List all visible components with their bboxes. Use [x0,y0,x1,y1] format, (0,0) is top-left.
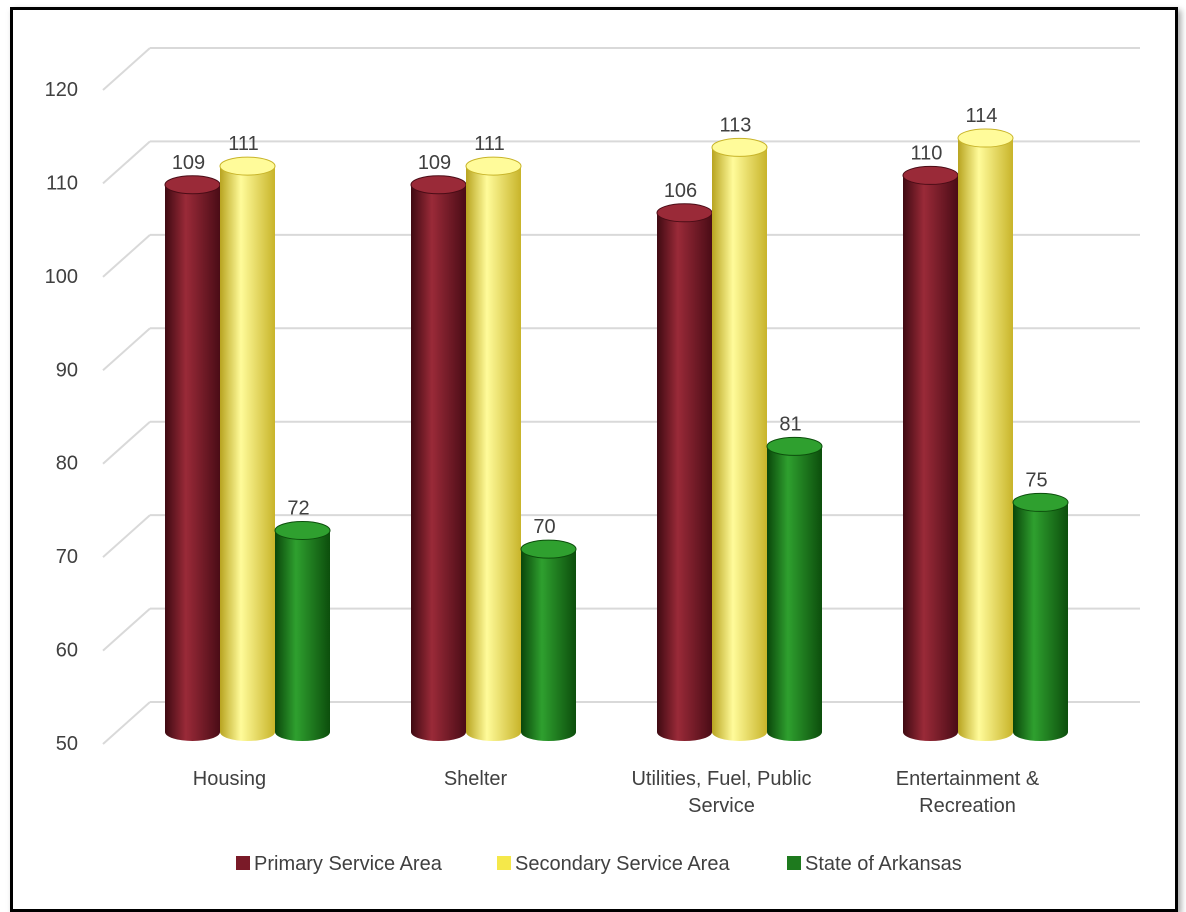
gridline-depth-70 [102,514,151,558]
legend-swatch-primary-service-area [236,856,250,870]
legend-swatch-state-of-arkansas [787,856,801,870]
y-tick-label: 100 [45,266,78,288]
y-tick-label: 70 [56,546,78,568]
bar-state-of-arkansas-1 [521,549,576,741]
gridline-depth-80 [102,420,151,465]
bar-top-primary-service-area-0 [164,175,221,195]
legend-label-primary-service-area: Primary Service Area [254,853,443,875]
bars [164,128,1069,742]
bar-secondary-service-area-2 [712,147,767,741]
bar-secondary-service-area-1 [466,166,521,742]
data-label-primary-service-area-3: 110 [911,142,943,164]
bar-top-state-of-arkansas-1 [520,539,577,559]
y-axis-ticks: 50 60 70 80 90 100 110 120 [45,79,78,755]
legend-label-state-of-arkansas: State of Arkansas [805,853,962,875]
y-tick-label: 90 [56,359,78,381]
data-label-primary-service-area-1: 109 [418,152,451,174]
bar-top-primary-service-area-2 [656,203,713,223]
data-label-state-of-arkansas-1: 70 [533,516,555,538]
data-labels: 109 111 72 109 111 70 106 113 81 110 114 75 [172,105,1048,538]
category-label-1: Shelter [444,768,508,790]
bar-top-secondary-service-area-0 [219,156,276,176]
bar-primary-service-area-1 [411,184,466,741]
legend-label-secondary-service-area: Secondary Service Area [515,853,730,875]
category-label-3: Entertainment & [896,768,1040,790]
bar-primary-service-area-0 [165,184,220,741]
data-label-secondary-service-area-1: 111 [474,133,504,155]
bar-top-state-of-arkansas-3 [1012,492,1069,512]
bar-top-secondary-service-area-1 [465,156,522,176]
data-label-secondary-service-area-2: 113 [720,114,752,136]
bar-top-secondary-service-area-2 [711,137,768,157]
bar-top-primary-service-area-1 [410,175,467,195]
legend: Primary Service Area Secondary Service Ar… [236,853,962,875]
bar-primary-service-area-2 [657,212,712,742]
y-tick-label: 60 [56,640,78,662]
bar-secondary-service-area-0 [220,166,275,742]
y-tick-label: 80 [56,453,78,475]
data-label-primary-service-area-0: 109 [172,152,205,174]
data-label-state-of-arkansas-3: 75 [1025,469,1047,491]
category-labels: Housing Shelter Utilities, Fuel, Public Ser… [193,768,1040,817]
bar-top-secondary-service-area-3 [957,128,1014,148]
gridline-depth-110 [102,140,151,185]
gridline-depth-60 [102,607,151,652]
data-label-state-of-arkansas-2: 81 [779,413,801,435]
category-label-2: Utilities, Fuel, Public [631,768,811,790]
data-label-state-of-arkansas-0: 72 [287,497,309,519]
data-label-secondary-service-area-0: 111 [228,133,258,155]
gridline-depth-100 [102,234,151,278]
bar-primary-service-area-3 [902,175,958,741]
bar-top-state-of-arkansas-0 [274,520,331,540]
bar-state-of-arkansas-3 [1013,502,1068,741]
category-label-3: Recreation [919,795,1016,817]
y-tick-label: 110 [46,172,78,194]
legend-swatch-secondary-service-area [497,856,511,870]
gridline-depth-120 [102,47,151,91]
category-label-2: Service [688,795,755,817]
bar-top-primary-service-area-3 [902,165,959,185]
bar-state-of-arkansas-2 [766,446,822,741]
gridline-depth-50 [102,701,151,745]
bar-state-of-arkansas-0 [275,530,330,741]
data-label-secondary-service-area-3: 114 [966,105,998,127]
y-tick-label: 50 [56,733,78,755]
bar-top-state-of-arkansas-2 [766,436,823,456]
y-tick-label: 120 [45,79,78,101]
data-label-primary-service-area-2: 106 [664,180,697,202]
gridline-depth-90 [102,327,151,372]
bar-secondary-service-area-3 [958,138,1013,742]
category-label-0: Housing [193,768,266,790]
